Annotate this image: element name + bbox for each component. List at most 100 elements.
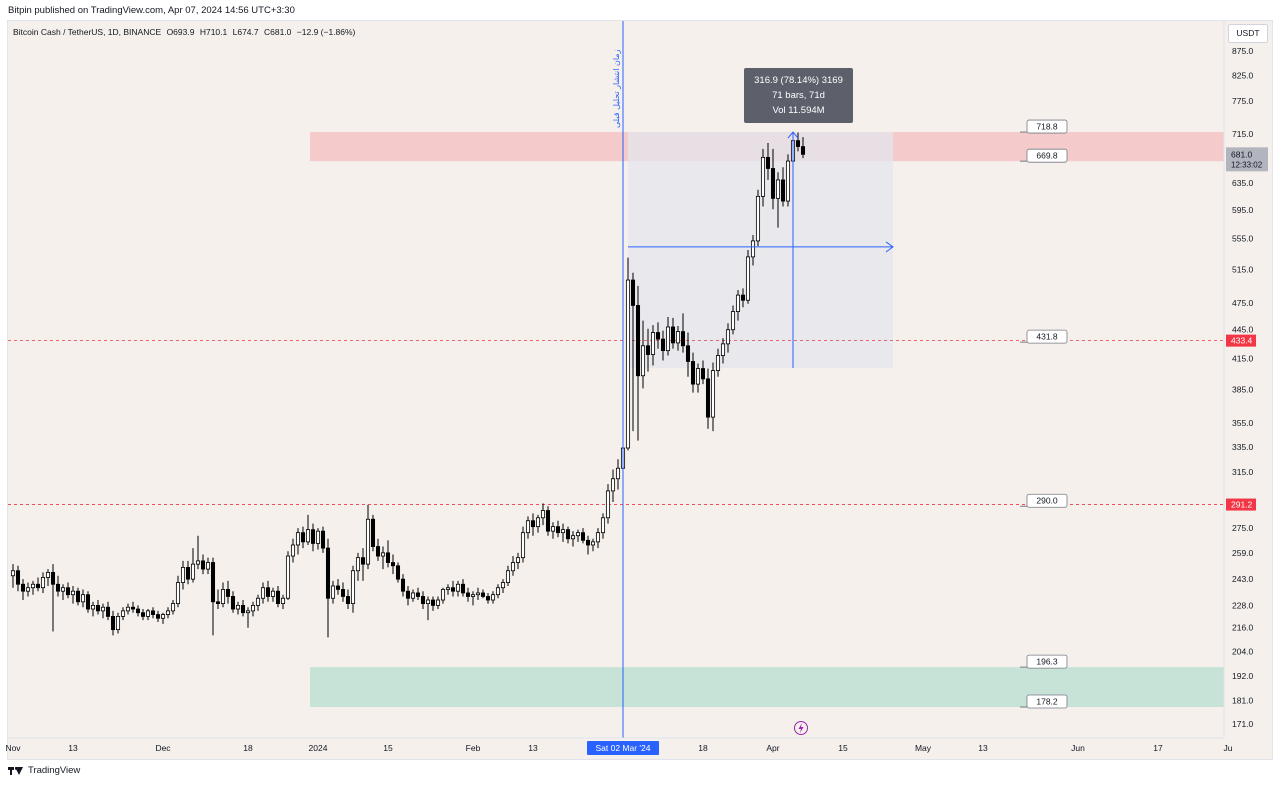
candle-body [720,343,726,356]
candle-body [535,517,541,528]
candle-body [440,589,446,601]
candle-body [485,596,491,601]
candle [670,317,676,349]
x-tick-label: 18 [243,743,253,753]
candle-body [330,585,336,599]
candle-body [135,608,141,614]
candle-body [270,590,276,597]
candle [680,313,686,353]
candle [645,328,651,372]
lightning-icon[interactable] [794,721,808,735]
candle-body [700,368,706,380]
candle-body [730,311,736,331]
candle [485,592,491,604]
candle [165,607,171,619]
candle-body [85,594,91,610]
candle-body [190,563,196,580]
candle [660,330,666,361]
candle [170,600,176,615]
candle-body [40,577,46,589]
candle [45,569,51,586]
candle-body [540,510,546,519]
y-tick-label: 335.0 [1232,442,1254,452]
candle-body [45,572,51,578]
candle-body [340,589,346,597]
y-tick-label: 635.0 [1232,178,1254,188]
candle [460,579,466,597]
candle [160,612,166,624]
candle [275,585,281,608]
candle [155,610,161,623]
price-callout: 290.0 [1020,493,1068,508]
candle-body [520,532,526,559]
candle-body [685,345,691,362]
candle-body [640,345,646,377]
candle-body [355,557,361,572]
candle-body [75,590,81,603]
candle-body [445,587,451,590]
candle-body [305,529,311,543]
candle [335,579,341,595]
y-tick-label: 415.0 [1232,354,1254,364]
candle-body [315,530,321,544]
candle-body [390,562,396,567]
candle [490,591,496,604]
candle [615,459,621,490]
candle [755,189,761,247]
currency-selector[interactable]: USDT [1228,24,1268,43]
candle-body [55,583,61,592]
candle [780,167,786,207]
candle [470,591,476,606]
candle-body [625,279,631,449]
candle [375,538,381,561]
x-tick-label: Dec [155,743,171,753]
candle-body [545,510,551,532]
candle-body [665,326,671,352]
candle [700,360,706,385]
candle-body [350,570,356,605]
candle-body [450,587,456,592]
candle [90,601,96,617]
y-tick-label: 243.0 [1232,574,1254,584]
candle [605,484,611,524]
candle-body [760,156,766,197]
candle [535,514,541,533]
candle [715,348,721,377]
candle-body [675,331,681,344]
candle [115,612,121,634]
callout-box [1026,654,1068,669]
candle [380,546,386,570]
candle-body [290,544,296,557]
candle [25,582,31,597]
candle-body [695,368,701,385]
candle-body [415,592,421,597]
x-tick-label: Feb [466,743,481,753]
candle [260,582,266,604]
y-tick-label: 259.0 [1232,548,1254,558]
candle-body [475,592,481,596]
y-tick-label: 875.0 [1232,46,1254,56]
candle-body [320,530,326,549]
candle [510,556,516,576]
ohlc-change: −12.9 (−1.86%) [296,27,356,37]
candle [550,522,556,539]
candle [300,526,306,549]
candle [95,600,101,615]
candle [295,528,301,555]
candle [760,148,766,207]
candle [225,580,231,604]
x-tick-label: 13 [68,743,78,753]
last-price-label: 681.0 [1231,149,1253,159]
candle [690,352,696,393]
x-tick-label: May [915,743,932,753]
tradingview-logo[interactable]: TradingView [8,765,80,776]
candle [320,526,326,553]
candle [800,137,806,159]
candle-body [115,616,121,631]
candle-body [15,570,21,585]
y-tick-label: 825.0 [1232,70,1254,80]
candle-body [150,610,156,615]
candle [195,535,201,570]
candle [305,514,311,545]
